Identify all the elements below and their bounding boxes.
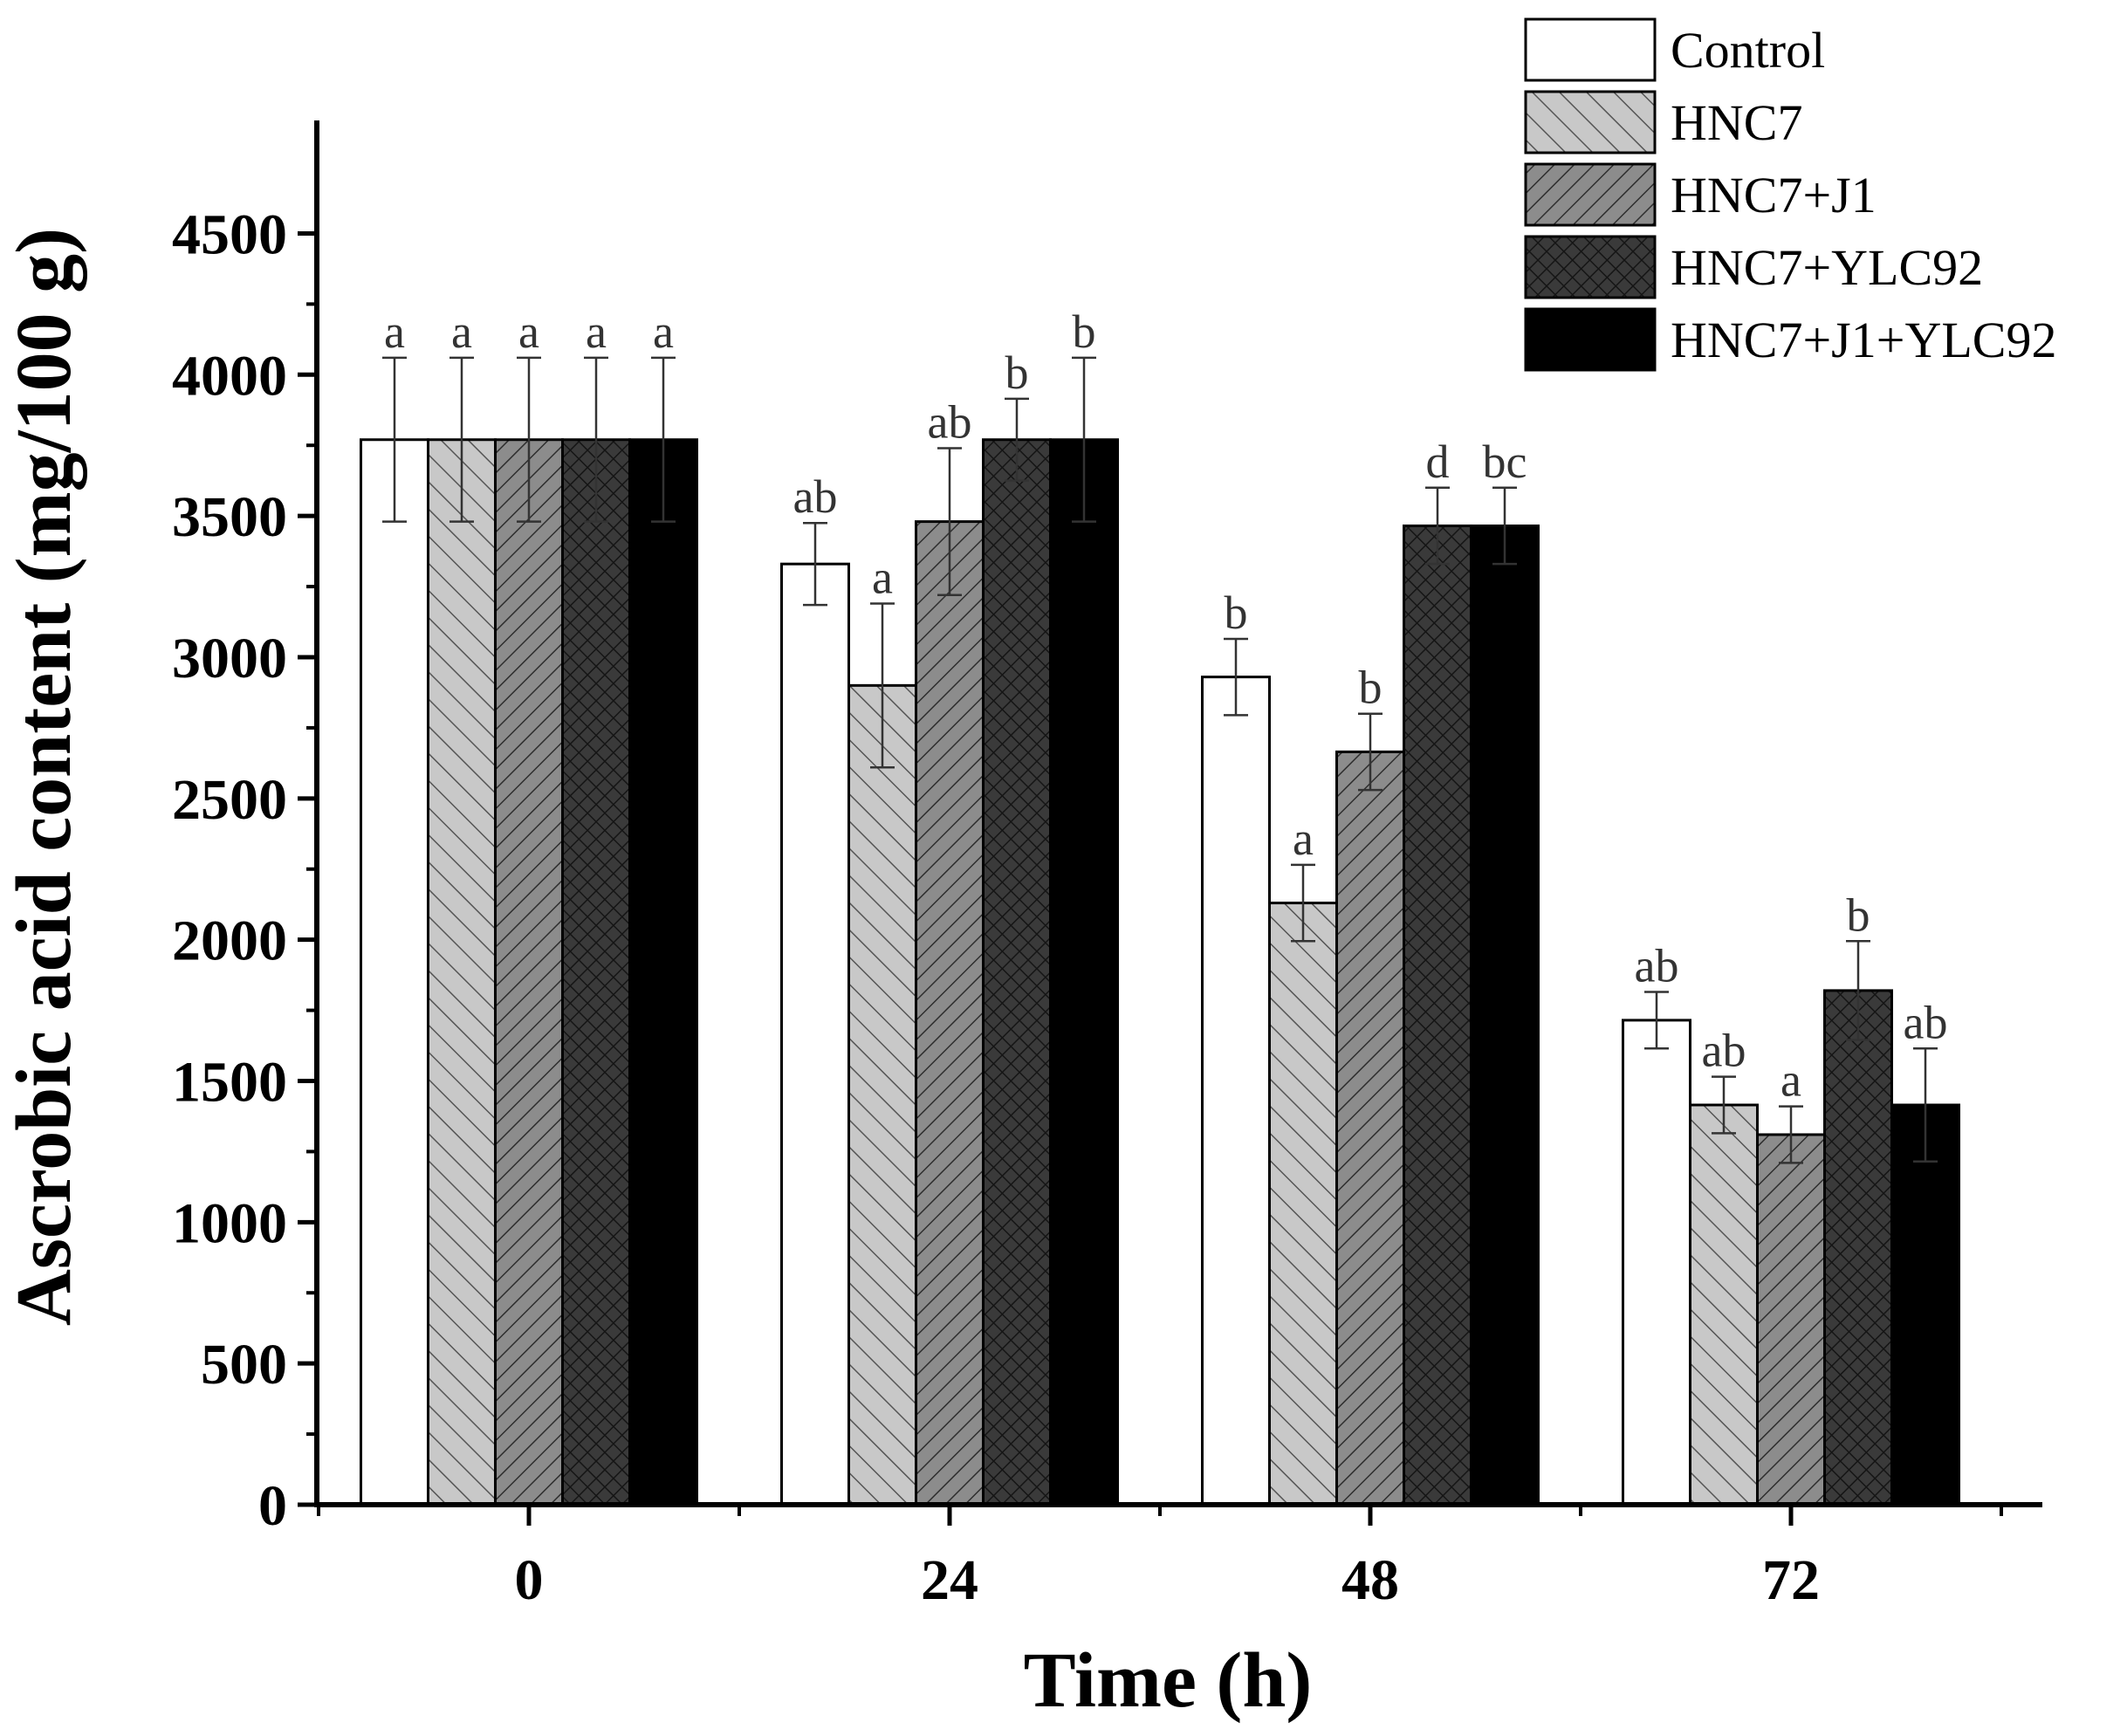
error-bar — [449, 356, 474, 523]
significance-letter: b — [1005, 347, 1029, 399]
error-bar — [1358, 712, 1383, 792]
error-bar — [651, 356, 676, 523]
legend-swatch — [1524, 90, 1657, 154]
bar-hnc7-j1-ylc92-48 — [1470, 524, 1540, 1506]
error-bar — [1712, 1075, 1736, 1135]
bar-hnc7-ylc92-72 — [1823, 989, 1893, 1506]
error-bar — [1005, 397, 1029, 482]
significance-letter: a — [1293, 813, 1314, 865]
significance-letter: ab — [1702, 1025, 1746, 1077]
bar-hnc7-72 — [1689, 1103, 1759, 1506]
significance-letter: a — [653, 305, 674, 358]
x-tick-label: 24 — [921, 1548, 978, 1612]
error-bar — [584, 356, 608, 523]
y-tick-label: 2500 — [172, 768, 287, 832]
bar-control-72 — [1622, 1019, 1691, 1506]
bar-hnc7-j1-ylc92-72 — [1890, 1103, 1960, 1506]
legend-swatch — [1524, 235, 1657, 299]
bar-hnc7-24 — [847, 683, 917, 1506]
x-tick-label: 72 — [1762, 1548, 1820, 1612]
x-tick-label: 0 — [515, 1548, 544, 1612]
significance-letter: a — [384, 305, 405, 358]
significance-letter: b — [1847, 889, 1870, 941]
bar-hnc7-ylc92-24 — [982, 438, 1052, 1506]
significance-letter: a — [586, 305, 607, 358]
y-tick-label: 4000 — [172, 344, 287, 408]
legend-item: HNC7+J1+YLC92 — [1524, 307, 2056, 372]
significance-letter: ab — [1635, 940, 1679, 992]
legend-label: HNC7+J1 — [1671, 167, 1877, 223]
bars — [360, 438, 1960, 1506]
y-tick-label: 4500 — [172, 202, 287, 266]
error-bar — [803, 521, 827, 607]
bar-hnc7-j1-0 — [494, 438, 564, 1506]
significance-letter: ab — [928, 395, 972, 448]
error-bar — [1492, 486, 1517, 566]
legend-item: Control — [1524, 17, 1825, 82]
error-bar — [1846, 940, 1870, 1041]
bar-hnc7-j1-48 — [1335, 750, 1405, 1506]
y-axis-ticks: 0 500 1000 1500 2000 2500 3000 3500 4000 4500 — [172, 202, 317, 1538]
significance-letter: ab — [793, 470, 838, 523]
bar-hnc7-0 — [427, 438, 497, 1506]
significance-letter: a — [872, 551, 893, 603]
significance-letter: a — [518, 305, 539, 358]
error-bar — [382, 356, 407, 523]
significance-letter: b — [1225, 587, 1248, 639]
bar-control-0 — [360, 438, 429, 1506]
legend-item: HNC7+J1 — [1524, 162, 1877, 227]
error-bar — [1913, 1047, 1938, 1163]
legend: Control HNC7 HNC7+J1 HNC7+YLC92 HNC7+J1+YLC9… — [1524, 17, 2056, 372]
error-bars — [382, 356, 1938, 1164]
error-bar — [1644, 991, 1669, 1050]
x-tick-label: 48 — [1341, 1548, 1399, 1612]
error-bar — [937, 447, 962, 597]
significance-letter: a — [1781, 1054, 1801, 1107]
legend-label: HNC7+YLC92 — [1671, 239, 1983, 296]
error-bar — [517, 356, 541, 523]
bar-control-24 — [780, 562, 850, 1506]
bar-hnc7-j1-24 — [915, 520, 985, 1506]
significance-letter: a — [451, 305, 472, 358]
y-tick-label: 0 — [258, 1474, 287, 1538]
significance-letter: d — [1426, 436, 1450, 488]
legend-swatch — [1524, 162, 1657, 227]
error-bar — [1224, 637, 1248, 717]
legend-label: HNC7 — [1671, 94, 1802, 151]
bar-hnc7-j1-ylc92-0 — [628, 438, 698, 1506]
significance-letter: b — [1073, 305, 1096, 358]
significance-letter: b — [1359, 662, 1383, 714]
legend-item: HNC7+YLC92 — [1524, 235, 1983, 299]
y-tick-label: 1000 — [172, 1191, 287, 1255]
significance-letter: bc — [1483, 436, 1527, 488]
y-tick-label: 1500 — [172, 1050, 287, 1114]
error-bar — [1425, 486, 1450, 566]
bar-hnc7-ylc92-48 — [1403, 524, 1472, 1506]
x-axis-ticks: 0 24 48 72 — [317, 1505, 2003, 1612]
legend-label: Control — [1671, 22, 1825, 79]
bar-hnc7-ylc92-0 — [561, 438, 631, 1506]
bar-hnc7-48 — [1268, 902, 1338, 1506]
legend-swatch — [1524, 17, 1657, 82]
legend-swatch — [1524, 307, 1657, 372]
y-axis-title: Ascrobic acid content (mg/100 g) — [1, 228, 87, 1326]
error-bar — [1291, 863, 1315, 943]
y-tick-label: 500 — [201, 1333, 287, 1396]
legend-label: HNC7+J1+YLC92 — [1671, 312, 2056, 368]
bar-hnc7-j1-72 — [1756, 1133, 1826, 1506]
error-bar — [870, 602, 895, 769]
error-bar — [1779, 1105, 1803, 1164]
y-tick-label: 3500 — [172, 485, 287, 549]
bar-hnc7-j1-ylc92-24 — [1049, 438, 1119, 1506]
legend-item: HNC7 — [1524, 90, 1802, 154]
x-axis-title: Time (h) — [1024, 1637, 1313, 1724]
y-tick-label: 3000 — [172, 627, 287, 690]
y-tick-label: 2000 — [172, 909, 287, 973]
significance-letter: ab — [1904, 996, 1948, 1048]
axes — [314, 120, 2042, 1507]
bar-control-48 — [1201, 676, 1271, 1506]
error-bar — [1072, 356, 1096, 523]
